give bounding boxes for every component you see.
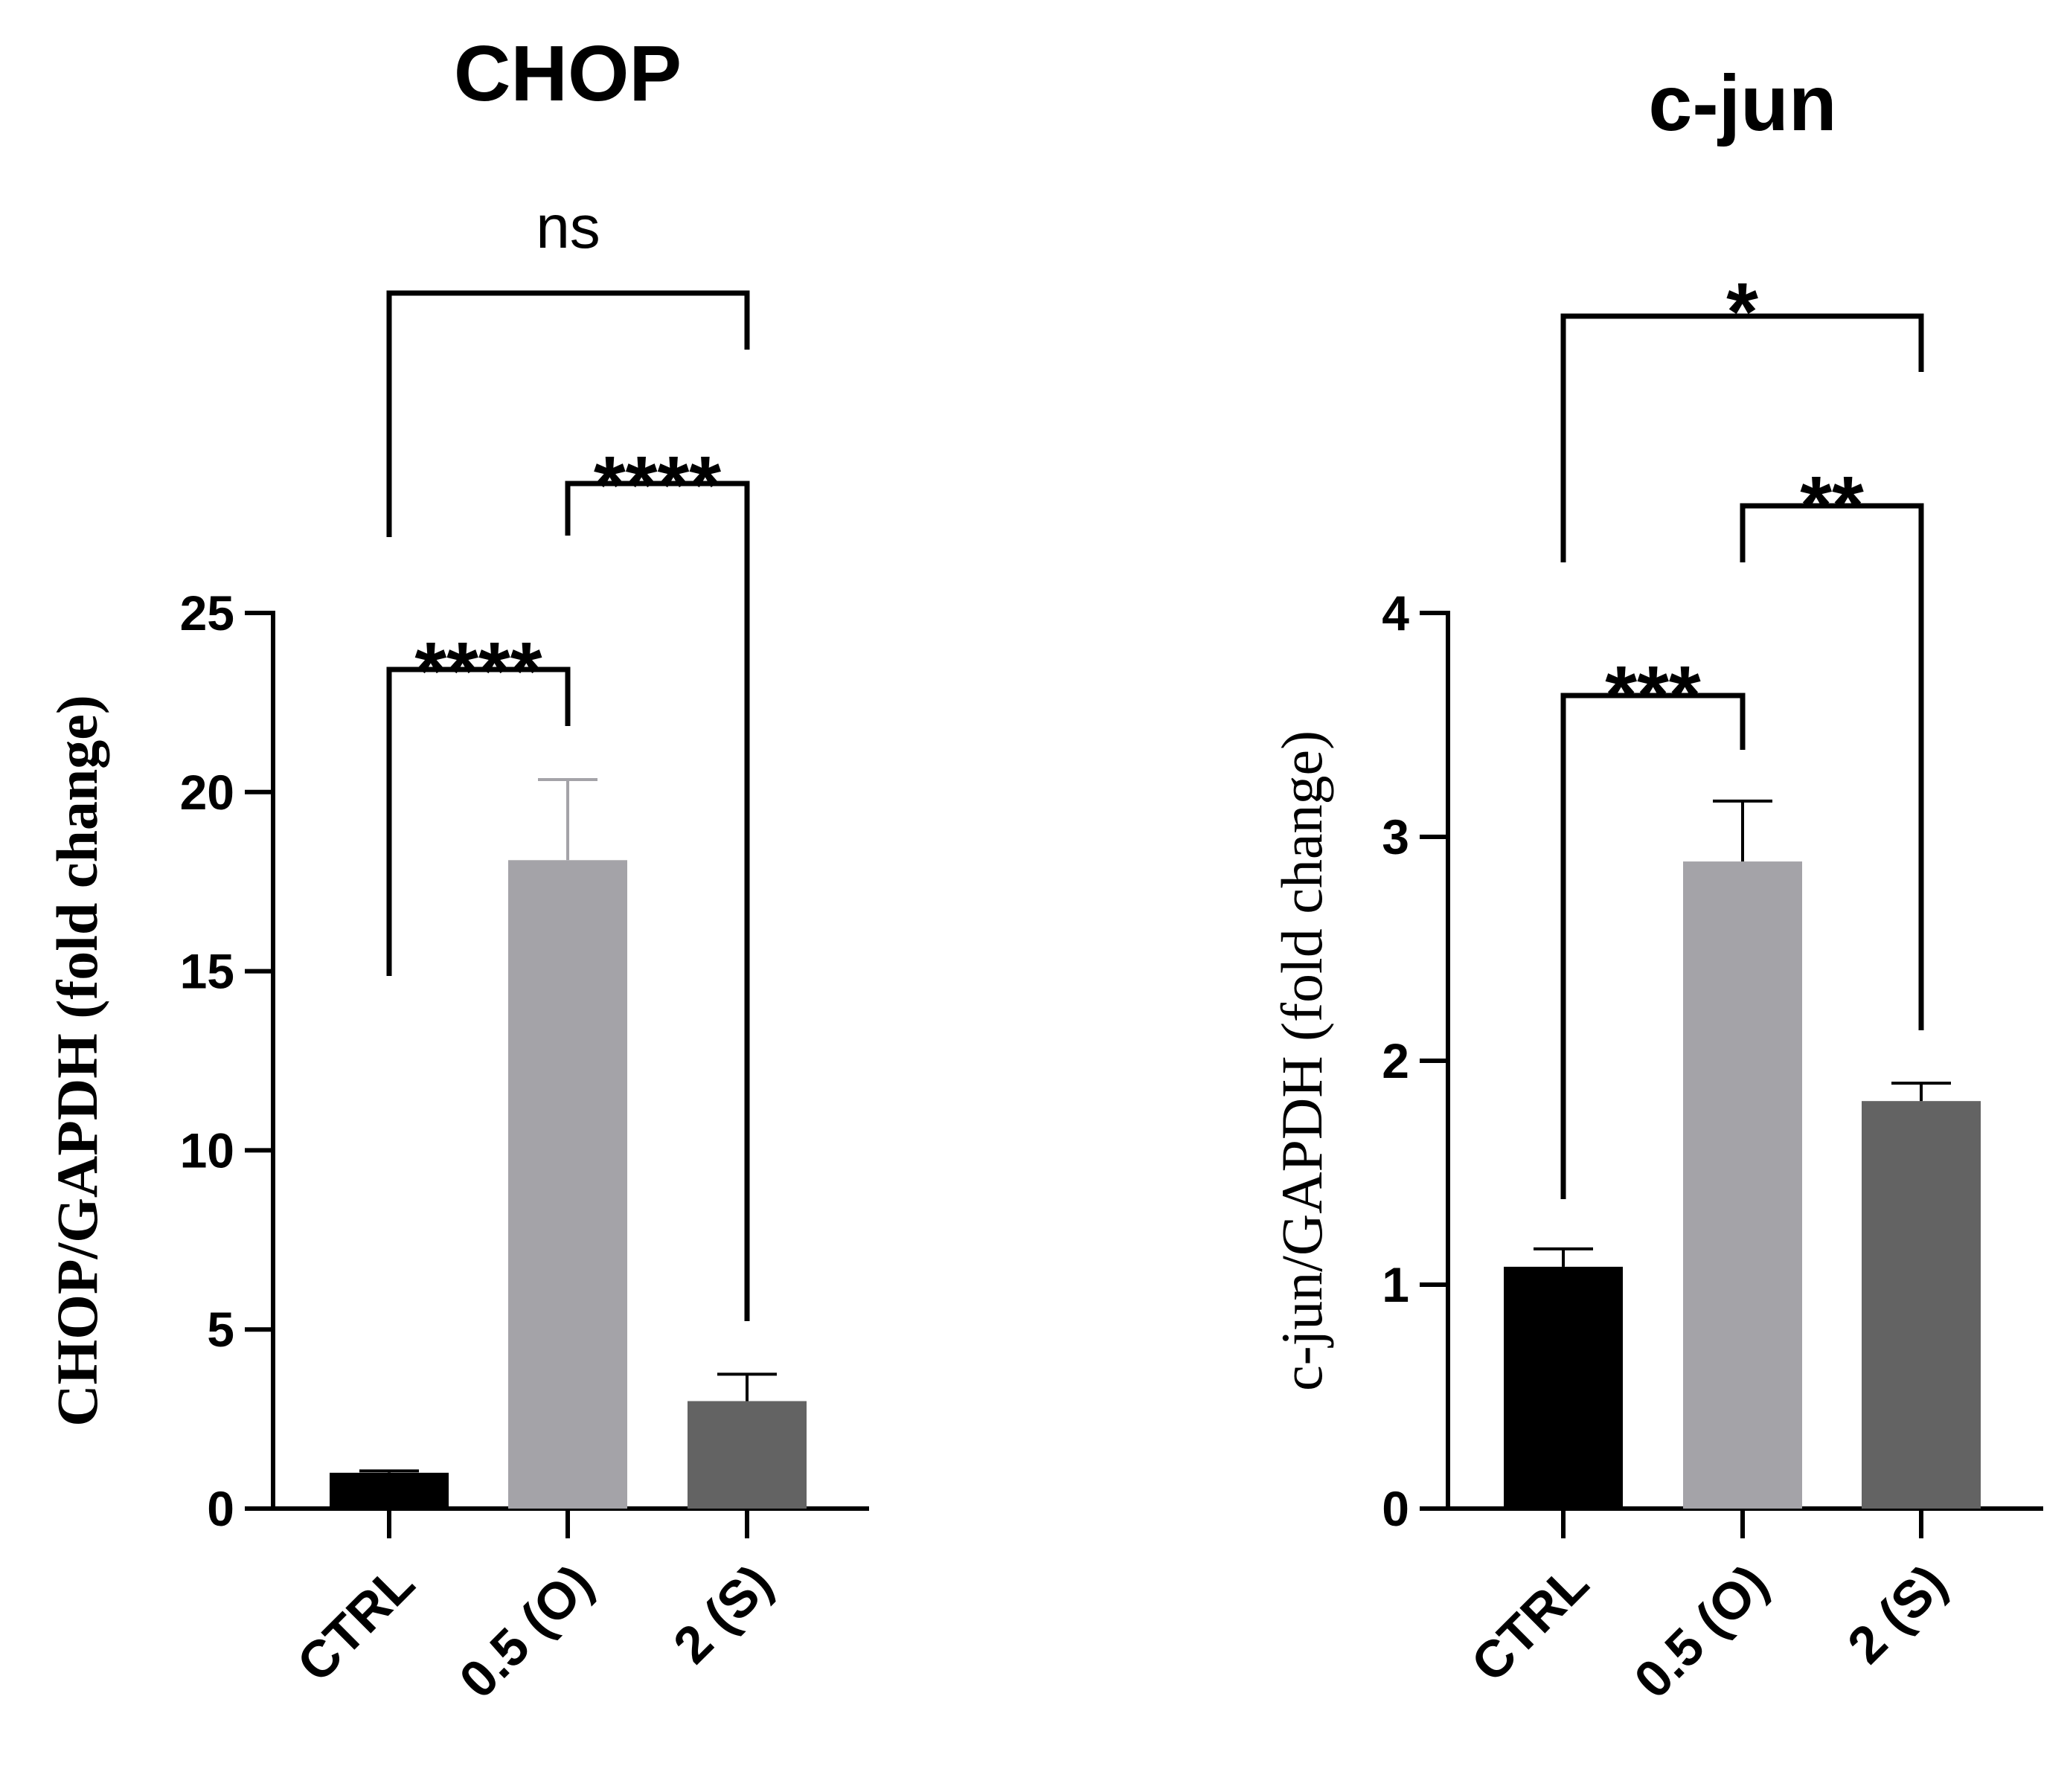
significance-bracket bbox=[1740, 503, 1924, 1030]
chart-chop: CHOP CHOP/GAPDH (fold change) 0 5 10 15 20 25 CT… bbox=[45, 30, 869, 1709]
x-category-label: CTRL bbox=[1460, 1553, 1599, 1692]
significance-label: **** bbox=[594, 440, 721, 531]
bar-3 bbox=[1862, 1101, 1981, 1509]
y-tick-label: 20 bbox=[180, 765, 234, 820]
y-tick-label: 0 bbox=[1382, 1481, 1409, 1536]
y-axis-label: c-jun/GAPDH (fold change) bbox=[1269, 730, 1334, 1391]
x-category-label: 2 (S) bbox=[1836, 1553, 1957, 1674]
significance-label: * bbox=[1726, 266, 1758, 358]
y-tick-label: 0 bbox=[207, 1481, 234, 1536]
chart-title: c-jun bbox=[1648, 60, 1836, 147]
bar-1 bbox=[330, 1472, 449, 1509]
bar-2 bbox=[508, 860, 627, 1509]
significance-label: *** bbox=[1605, 649, 1701, 741]
bar-2 bbox=[1683, 861, 1802, 1509]
y-tick-label: 3 bbox=[1382, 809, 1409, 864]
x-category-label: 0.5 (O) bbox=[448, 1553, 603, 1709]
y-tick-label: 2 bbox=[1382, 1033, 1409, 1088]
x-category-label: 0.5 (O) bbox=[1623, 1553, 1778, 1709]
bar-1 bbox=[1504, 1266, 1623, 1509]
y-axis-label: CHOP/GAPDH (fold change) bbox=[45, 695, 109, 1427]
y-tick-label: 1 bbox=[1382, 1257, 1409, 1312]
chart-title: CHOP bbox=[454, 30, 682, 118]
significance-label: **** bbox=[414, 626, 542, 717]
significance-bracket bbox=[1560, 693, 1746, 1199]
y-tick-label: 5 bbox=[207, 1302, 234, 1357]
significance-label: ns bbox=[536, 193, 600, 261]
significance-bracket bbox=[386, 290, 750, 537]
significance-label: ** bbox=[1800, 460, 1864, 551]
significance-bracket bbox=[1560, 313, 1924, 562]
y-tick-label: 10 bbox=[180, 1123, 234, 1178]
y-tick-label: 25 bbox=[180, 585, 234, 640]
bar-3 bbox=[688, 1401, 807, 1509]
significance-bracket bbox=[386, 667, 571, 976]
y-tick-label: 15 bbox=[180, 944, 234, 999]
chart-c-jun: c-jun c-jun/GAPDH (fold change) 0 1 2 3 4 CTRL 0… bbox=[1269, 60, 2043, 1709]
x-category-label: 2 (S) bbox=[662, 1553, 783, 1674]
significance-bracket bbox=[565, 481, 750, 1321]
y-tick-label: 4 bbox=[1382, 585, 1409, 640]
x-category-label: CTRL bbox=[286, 1553, 425, 1692]
